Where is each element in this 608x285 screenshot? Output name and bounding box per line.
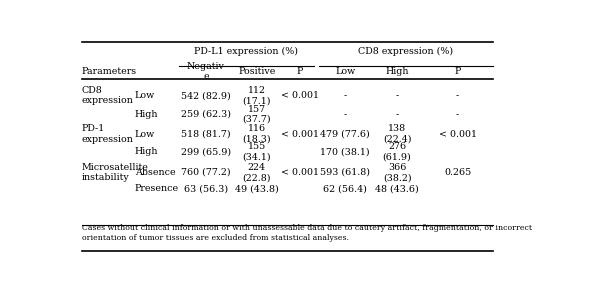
Text: Cases without clinical information or with unassessable data due to cautery arti: Cases without clinical information or wi… <box>81 224 532 242</box>
Text: 112
(17.1): 112 (17.1) <box>243 86 271 105</box>
Text: Low: Low <box>135 91 155 100</box>
Text: 479 (77.6): 479 (77.6) <box>320 130 370 139</box>
Text: 760 (77.2): 760 (77.2) <box>181 168 230 177</box>
Text: -: - <box>344 91 347 100</box>
Text: -: - <box>395 91 399 100</box>
Text: < 0.001: < 0.001 <box>280 168 319 177</box>
Text: 366
(38.2): 366 (38.2) <box>383 163 412 182</box>
Text: Low: Low <box>335 67 356 76</box>
Text: 48 (43.6): 48 (43.6) <box>375 184 419 194</box>
Text: 224
(22.8): 224 (22.8) <box>243 163 271 182</box>
Text: -: - <box>456 110 459 119</box>
Text: 138
(22.4): 138 (22.4) <box>383 124 412 144</box>
Text: Low: Low <box>135 130 155 139</box>
Text: 299 (65.9): 299 (65.9) <box>181 147 231 156</box>
Text: Positive: Positive <box>238 67 275 76</box>
Text: High: High <box>385 67 409 76</box>
Text: 542 (82.9): 542 (82.9) <box>181 91 230 100</box>
Text: 170 (38.1): 170 (38.1) <box>320 147 370 156</box>
Text: 116
(18.3): 116 (18.3) <box>243 124 271 144</box>
Text: -: - <box>344 110 347 119</box>
Text: Negativ
e: Negativ e <box>187 62 225 81</box>
Text: Parameters: Parameters <box>81 67 137 76</box>
Text: < 0.001: < 0.001 <box>280 91 319 100</box>
Text: 518 (81.7): 518 (81.7) <box>181 130 230 139</box>
Text: P: P <box>296 67 303 76</box>
Text: -: - <box>395 110 399 119</box>
Text: 63 (56.3): 63 (56.3) <box>184 184 228 194</box>
Text: 259 (62.3): 259 (62.3) <box>181 110 231 119</box>
Text: 62 (56.4): 62 (56.4) <box>323 184 367 194</box>
Text: High: High <box>135 147 159 156</box>
Text: -: - <box>456 91 459 100</box>
Text: 155
(34.1): 155 (34.1) <box>243 142 271 161</box>
Text: PD-L1 expression (%): PD-L1 expression (%) <box>195 47 299 56</box>
Text: 157
(37.7): 157 (37.7) <box>243 105 271 124</box>
Text: 593 (61.8): 593 (61.8) <box>320 168 370 177</box>
Text: 276
(61.9): 276 (61.9) <box>383 142 412 161</box>
Text: 0.265: 0.265 <box>444 168 471 177</box>
Text: < 0.001: < 0.001 <box>280 130 319 139</box>
Text: P: P <box>455 67 461 76</box>
Text: Absence: Absence <box>135 168 176 177</box>
Text: < 0.001: < 0.001 <box>439 130 477 139</box>
Text: CD8 expression (%): CD8 expression (%) <box>358 47 454 56</box>
Text: CD8
expression: CD8 expression <box>81 86 134 105</box>
Text: Microsatellite
instability: Microsatellite instability <box>81 163 148 182</box>
Text: 49 (43.8): 49 (43.8) <box>235 184 278 194</box>
Text: Presence: Presence <box>135 184 179 194</box>
Text: High: High <box>135 110 159 119</box>
Text: PD-1
expression: PD-1 expression <box>81 124 134 144</box>
